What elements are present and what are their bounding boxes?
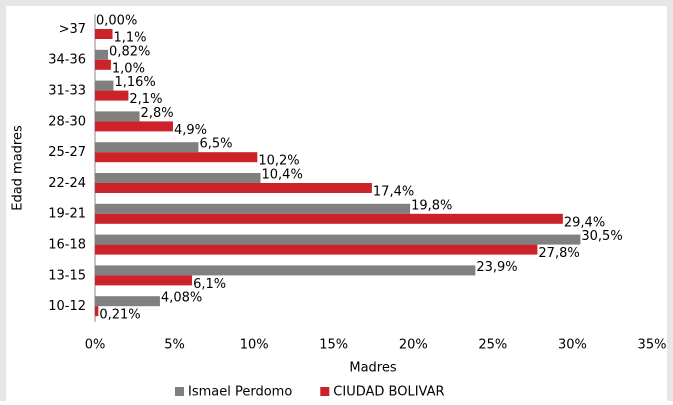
legend-swatch <box>320 387 330 396</box>
data-label: 0,00% <box>96 14 137 29</box>
bar <box>95 80 114 91</box>
y-tick-label: 22-24 <box>48 176 86 191</box>
data-label: 30,5% <box>581 229 622 244</box>
x-tick-label: 25% <box>478 338 507 353</box>
data-label: 4,08% <box>161 291 202 306</box>
legend-label: Ismael Perdomo <box>188 385 292 400</box>
y-tick-label: 28-30 <box>48 114 86 129</box>
bar <box>95 244 538 255</box>
y-tick-label: 25-27 <box>48 145 86 160</box>
data-label: 0,82% <box>109 44 150 59</box>
bar <box>95 234 581 245</box>
bar <box>95 183 372 193</box>
y-tick-label: 34-36 <box>48 53 86 68</box>
bar <box>95 142 199 153</box>
bar <box>95 152 258 163</box>
data-label: 2,8% <box>141 106 174 121</box>
y-tick-label: >37 <box>59 22 86 37</box>
y-tick-label: 16-18 <box>48 238 86 253</box>
bar <box>95 265 476 276</box>
bar <box>95 29 113 39</box>
x-tick-label: 20% <box>399 338 428 353</box>
data-label: 10,2% <box>258 154 299 169</box>
legend-label: CIUDAD BOLIVAR <box>333 385 444 400</box>
data-label: 10,4% <box>262 168 303 183</box>
data-label: 4,9% <box>174 123 207 138</box>
data-label: 23,9% <box>476 260 517 275</box>
data-label: 6,5% <box>199 137 232 152</box>
x-tick-label: 10% <box>240 338 269 353</box>
x-axis-label: Madres <box>349 361 396 376</box>
data-label: 0,21% <box>99 308 140 323</box>
bar <box>95 203 411 214</box>
x-tick-label: 15% <box>319 338 348 353</box>
data-label: 27,8% <box>538 246 579 261</box>
data-label: 1,16% <box>114 75 155 90</box>
bar <box>95 59 111 70</box>
bar <box>95 296 160 307</box>
x-tick-label: 0% <box>85 338 106 353</box>
bar <box>95 121 173 132</box>
data-label: 29,4% <box>564 215 605 230</box>
bar <box>95 213 563 224</box>
data-label: 1,0% <box>112 61 145 76</box>
bar <box>95 49 109 60</box>
bar <box>95 111 140 122</box>
y-tick-label: 13-15 <box>48 268 86 283</box>
y-tick-label: 19-21 <box>48 207 86 222</box>
chart-area <box>6 6 667 401</box>
data-label: 19,8% <box>411 198 452 213</box>
bar <box>95 275 193 286</box>
bar <box>95 306 99 317</box>
x-tick-label: 5% <box>164 338 185 353</box>
y-tick-label: 31-33 <box>48 84 86 99</box>
bar <box>95 173 261 183</box>
y-axis-label: Edad madres <box>11 125 26 211</box>
legend-swatch <box>175 387 184 396</box>
data-label: 1,1% <box>114 31 147 46</box>
x-tick-label: 35% <box>638 338 667 353</box>
data-label: 17,4% <box>373 185 414 200</box>
data-label: 6,1% <box>193 277 226 292</box>
data-label: 2,1% <box>129 92 162 107</box>
bar <box>95 90 129 101</box>
y-tick-label: 10-12 <box>48 299 86 314</box>
x-tick-label: 30% <box>558 338 587 353</box>
